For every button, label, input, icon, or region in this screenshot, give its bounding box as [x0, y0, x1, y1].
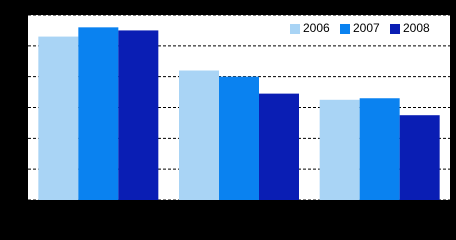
legend-swatch — [390, 24, 400, 34]
bar — [38, 36, 79, 201]
legend-swatch — [340, 24, 350, 34]
bar — [259, 93, 299, 200]
bar — [118, 30, 159, 200]
bar — [319, 99, 360, 200]
bar — [219, 76, 259, 200]
legend-label: 2007 — [353, 21, 380, 35]
legend-label: 2006 — [303, 21, 330, 35]
bar — [78, 27, 119, 201]
bar — [399, 115, 440, 200]
legend-label: 2008 — [403, 21, 430, 35]
legend-swatch — [290, 24, 300, 34]
bar — [179, 70, 219, 200]
bar — [359, 98, 400, 200]
